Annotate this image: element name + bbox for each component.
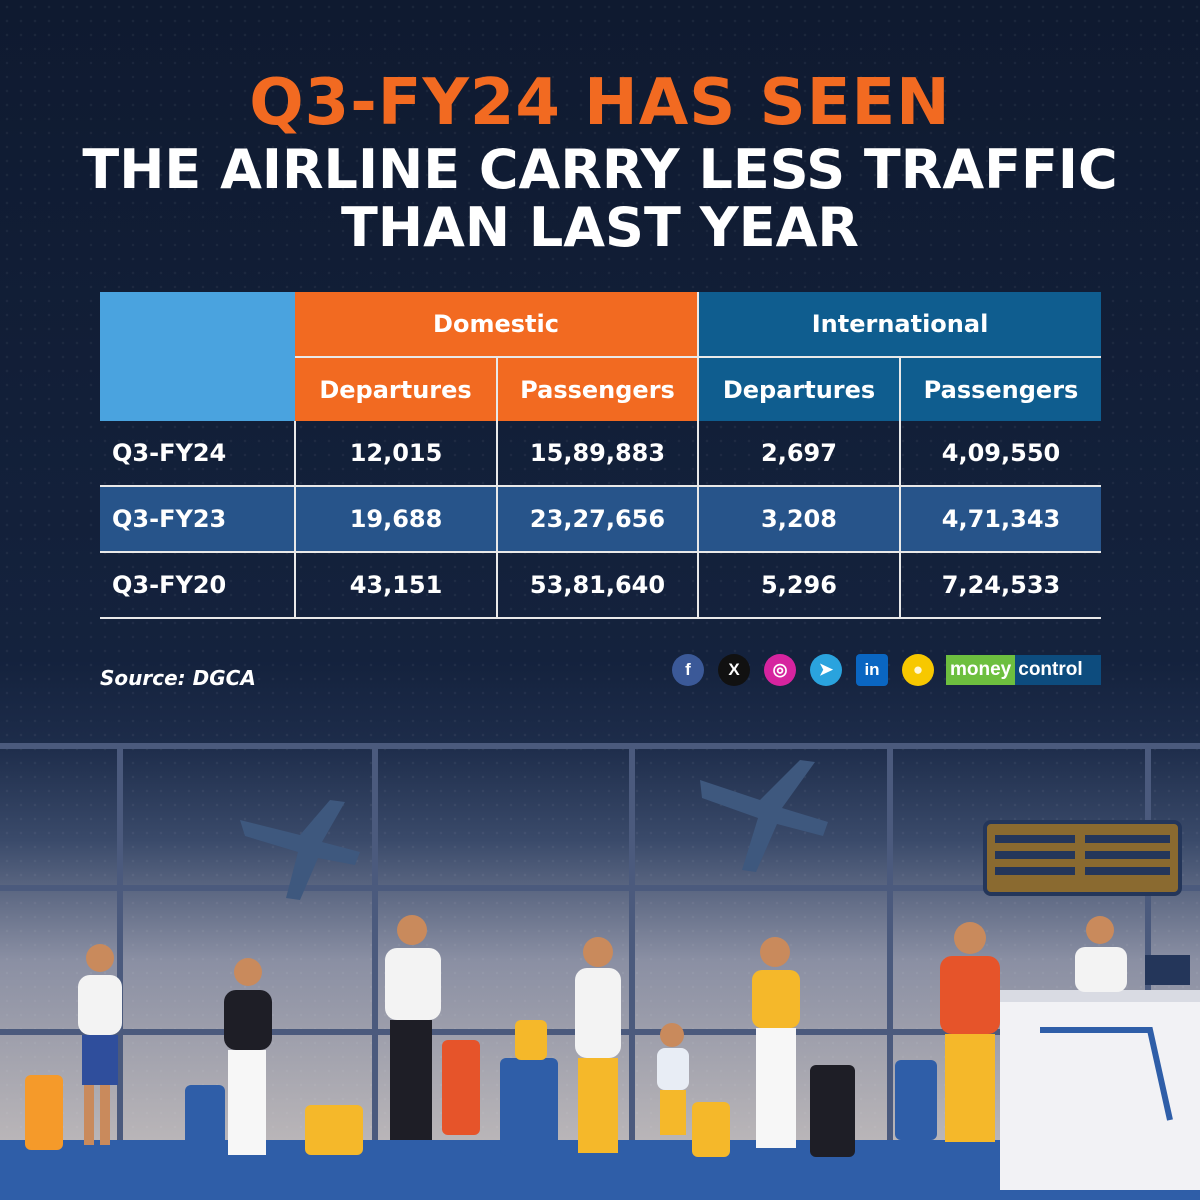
row-label: Q3-FY23 <box>100 486 295 553</box>
table-cell: 4,09,550 <box>898 421 1102 487</box>
table-cell: 53,81,640 <box>496 552 698 619</box>
table-cell: 3,208 <box>697 486 900 553</box>
table-cell: 2,697 <box>697 421 900 487</box>
passenger-figures <box>25 915 1127 1157</box>
international-group-header: International <box>696 292 1102 358</box>
row-label: Q3-FY20 <box>100 552 295 619</box>
telegram-icon[interactable]: ➤ <box>810 654 842 686</box>
headline-line-2: THE AIRLINE CARRY LESS TRAFFIC <box>82 138 1118 201</box>
source-note: Source: DGCA <box>100 666 256 690</box>
logo-part-control: control <box>1018 659 1083 680</box>
traffic-table: Domestic International Departures Passen… <box>100 292 1102 619</box>
table-row: Q3-FY20 43,151 53,81,640 5,296 7,24,533 <box>100 552 1102 619</box>
domestic-departures-header: Departures <box>295 357 497 421</box>
facebook-icon[interactable]: f <box>672 654 704 686</box>
international-passengers-header: Passengers <box>898 357 1102 421</box>
table-corner-cell <box>100 292 295 421</box>
moneycontrol-logo: money control <box>946 655 1101 685</box>
table-cell: 12,015 <box>294 421 497 487</box>
check-in-counter <box>1000 955 1200 1190</box>
row-label: Q3-FY24 <box>100 421 295 487</box>
table-cell: 23,27,656 <box>496 486 698 553</box>
social-links: f X ◎ ➤ in ● <box>672 654 934 686</box>
headline-line-1: Q3-FY24 HAS SEEN <box>249 66 951 140</box>
table-cell: 7,24,533 <box>898 552 1102 619</box>
koo-icon[interactable]: ● <box>902 654 934 686</box>
table-cell: 15,89,883 <box>496 421 698 487</box>
airplane-silhouette <box>240 760 828 900</box>
headline-line-3: THAN LAST YEAR <box>341 196 859 259</box>
logo-part-money: money <box>946 655 1016 685</box>
table-cell: 19,688 <box>294 486 497 553</box>
x-icon[interactable]: X <box>718 654 750 686</box>
airport-scene-illustration <box>0 743 1200 1200</box>
table-cell: 43,151 <box>294 552 497 619</box>
table-row: Q3-FY24 12,015 15,89,883 2,697 4,09,550 <box>100 421 1102 487</box>
table-cell: 4,71,343 <box>898 486 1102 553</box>
international-departures-header: Departures <box>697 357 900 421</box>
table-row: Q3-FY23 19,688 23,27,656 3,208 4,71,343 <box>100 486 1102 553</box>
table-cell: 5,296 <box>697 552 900 619</box>
departure-board <box>983 820 1182 896</box>
linkedin-icon[interactable]: in <box>856 654 888 686</box>
domestic-passengers-header: Passengers <box>496 357 698 421</box>
domestic-group-header: Domestic <box>295 292 698 358</box>
instagram-icon[interactable]: ◎ <box>764 654 796 686</box>
